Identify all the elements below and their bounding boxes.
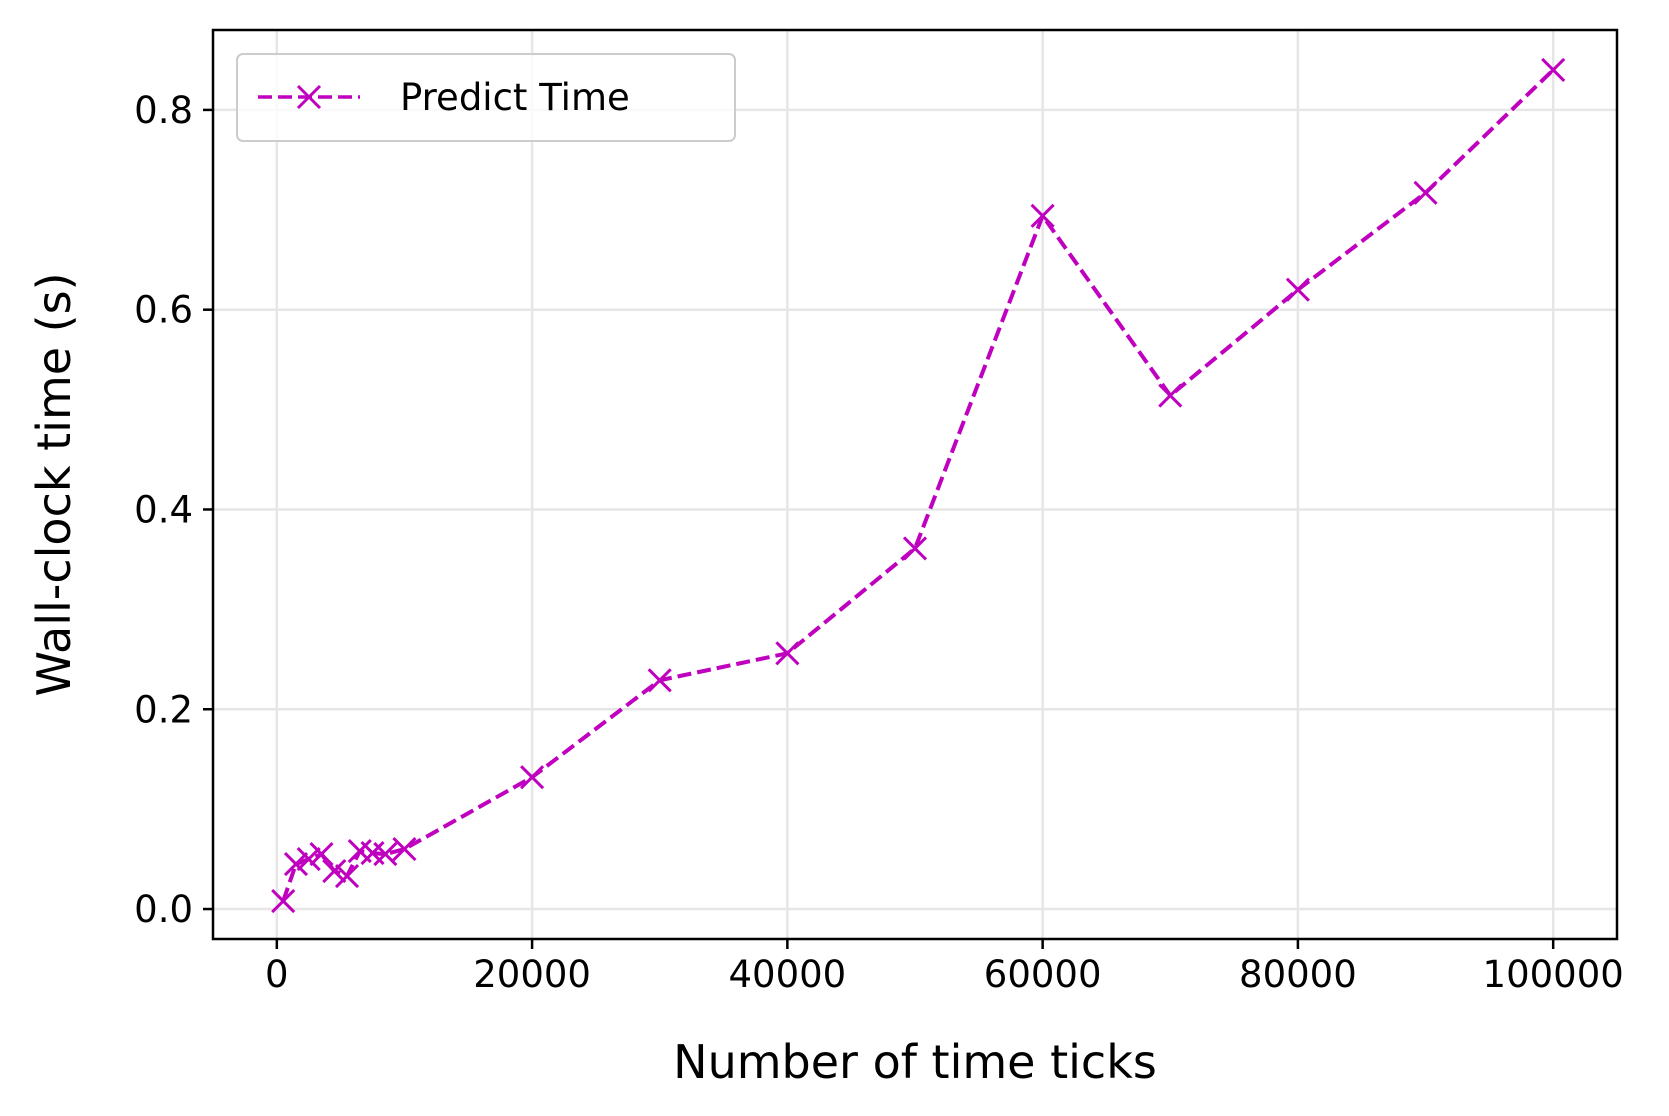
x-tick-label: 20000 [473,953,591,996]
legend: Predict Time [237,54,735,141]
y-tick-label: 0.2 [134,688,193,731]
y-tick-label: 0.6 [134,289,193,332]
y-axis-title: Wall-clock time (s) [27,272,81,696]
x-tick-label: 80000 [1239,953,1357,996]
x-tick-label: 40000 [729,953,847,996]
y-tick-label: 0.4 [134,488,193,531]
x-tick-label: 60000 [984,953,1102,996]
legend-label: Predict Time [400,76,630,119]
x-tick-label: 100000 [1483,953,1624,996]
x-axis-title: Number of time ticks [673,1035,1157,1089]
x-tick-label: 0 [265,953,289,996]
y-tick-label: 0.8 [134,89,193,132]
y-tick-label: 0.0 [134,888,193,931]
